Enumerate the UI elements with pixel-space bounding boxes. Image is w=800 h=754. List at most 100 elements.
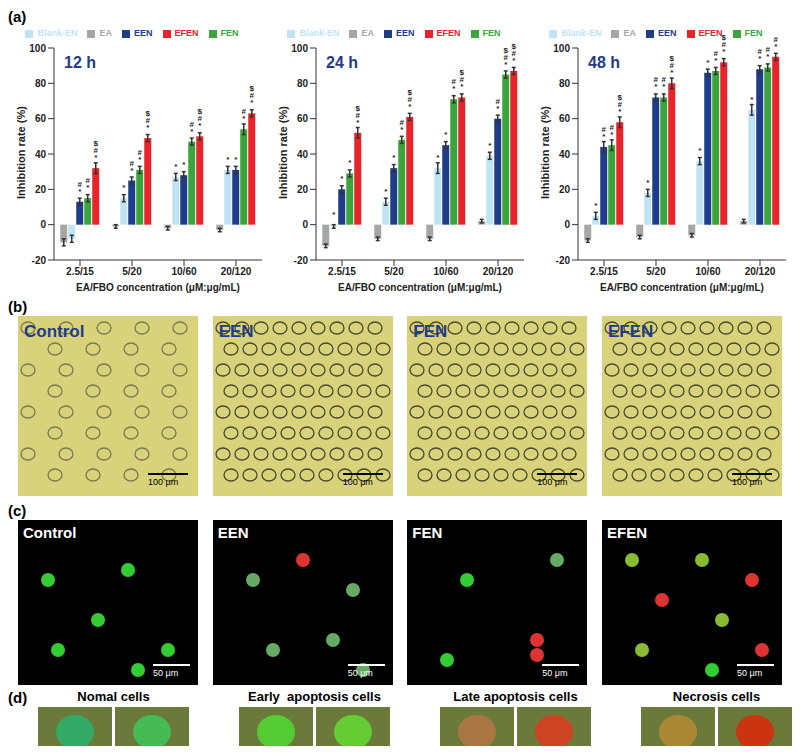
svg-text:EA/FBO concentration (μM:μg/mL: EA/FBO concentration (μM:μg/mL) [600,282,764,293]
svg-text:10/60: 10/60 [171,266,196,277]
svg-text:10/60: 10/60 [695,266,720,277]
svg-text:#: # [452,77,457,86]
svg-text:*: * [174,162,178,171]
svg-text:#: # [86,176,91,185]
svg-text:20: 20 [297,184,309,195]
svg-text:#: # [130,159,135,168]
svg-text:60: 60 [297,113,309,124]
svg-text:$: $ [460,68,465,77]
svg-text:*: * [332,210,336,219]
svg-text:*: * [182,160,186,169]
svg-text:0: 0 [40,219,46,230]
svg-text:20/120: 20/120 [483,266,514,277]
svg-text:*: * [444,130,448,139]
svg-text:20/120: 20/120 [745,266,776,277]
html-text:EEN: EEN [218,322,254,341]
svg-text:*: * [348,158,352,167]
svg-text:Inhibition rate (%): Inhibition rate (%) [539,106,551,199]
svg-text:#: # [766,45,771,54]
svg-text:*: * [646,178,650,187]
svg-text:#: # [602,125,607,134]
svg-text:Inhibition rate (%): Inhibition rate (%) [15,106,27,199]
svg-text:5/20: 5/20 [384,266,404,277]
svg-text:2.5/15: 2.5/15 [590,266,618,277]
svg-text:0: 0 [564,219,570,230]
svg-text:*: * [122,183,126,192]
svg-text:$: $ [146,109,151,118]
svg-text:*: * [234,155,238,164]
svg-text:100: 100 [29,43,46,54]
svg-text:*: * [698,146,702,155]
svg-text:#: # [400,118,405,127]
svg-text:#: # [758,47,763,56]
svg-text:#: # [138,148,143,157]
svg-text:#: # [654,75,659,84]
svg-text:#: # [496,97,501,106]
svg-text:10/60: 10/60 [433,266,458,277]
svg-text:80: 80 [559,78,571,89]
html-text:(a): (a) [8,8,27,25]
svg-text:0: 0 [302,219,308,230]
svg-text:Inhibition rate (%): Inhibition rate (%) [277,106,289,199]
svg-text:#: # [774,35,779,44]
svg-text:-20: -20 [32,255,47,266]
svg-text:$: $ [198,107,203,116]
svg-text:#: # [190,120,195,129]
svg-text:2.5/15: 2.5/15 [66,266,94,277]
svg-text:*: * [392,153,396,162]
svg-text:$: $ [504,46,509,55]
svg-text:5/20: 5/20 [646,266,666,277]
svg-text:$: $ [512,42,517,51]
html-text:48 h: 48 h [588,54,620,71]
svg-text:*: * [488,141,492,150]
svg-text:$: $ [356,104,361,113]
svg-text:5/20: 5/20 [122,266,142,277]
html-text:24 h: 24 h [326,54,358,71]
svg-text:*: * [226,155,230,164]
html-text:12 h: 12 h [64,54,96,71]
svg-text:60: 60 [35,113,47,124]
html-text:FEN: FEN [412,524,443,541]
html-text:EEN: EEN [217,524,249,541]
svg-text:#: # [78,180,83,189]
html-text:(b): (b) [8,298,28,315]
svg-text:#: # [714,49,719,58]
svg-text:-20: -20 [294,255,309,266]
html-text:FEN: FEN [413,322,448,341]
html-text:EFEN: EFEN [608,322,654,341]
svg-text:80: 80 [35,78,47,89]
svg-text:40: 40 [559,149,571,160]
svg-text:40: 40 [35,149,47,160]
svg-text:EA/FBO concentration (μM:μg/mL: EA/FBO concentration (μM:μg/mL) [76,282,240,293]
html-text:EFEN: EFEN [607,524,647,541]
svg-text:$: $ [722,33,727,42]
svg-text:$: $ [670,54,675,63]
html-text:Control: Control [23,524,77,541]
svg-text:2.5/15: 2.5/15 [328,266,356,277]
svg-text:20/120: 20/120 [221,266,252,277]
svg-text:-20: -20 [556,255,571,266]
svg-text:*: * [340,174,344,183]
svg-text:*: * [594,201,598,210]
svg-text:*: * [750,95,754,104]
svg-text:20: 20 [559,184,571,195]
svg-text:100: 100 [553,43,570,54]
html-text:Control: Control [24,322,85,341]
svg-text:40: 40 [297,149,309,160]
svg-text:EA/FBO concentration (μM:μg/mL: EA/FBO concentration (μM:μg/mL) [338,282,502,293]
svg-text:$: $ [618,93,623,102]
svg-text:60: 60 [559,113,571,124]
svg-text:#: # [610,123,615,132]
svg-text:#: # [242,107,247,116]
svg-text:80: 80 [297,78,309,89]
html-text:(c): (c) [8,502,27,519]
svg-text:*: * [436,153,440,162]
svg-text:100: 100 [291,43,308,54]
svg-text:*: * [706,58,710,67]
svg-text:$: $ [408,88,413,97]
svg-text:$: $ [94,139,99,148]
svg-text:20: 20 [35,184,47,195]
svg-text:#: # [662,75,667,84]
svg-text:*: * [384,187,388,196]
svg-text:$: $ [250,84,255,93]
